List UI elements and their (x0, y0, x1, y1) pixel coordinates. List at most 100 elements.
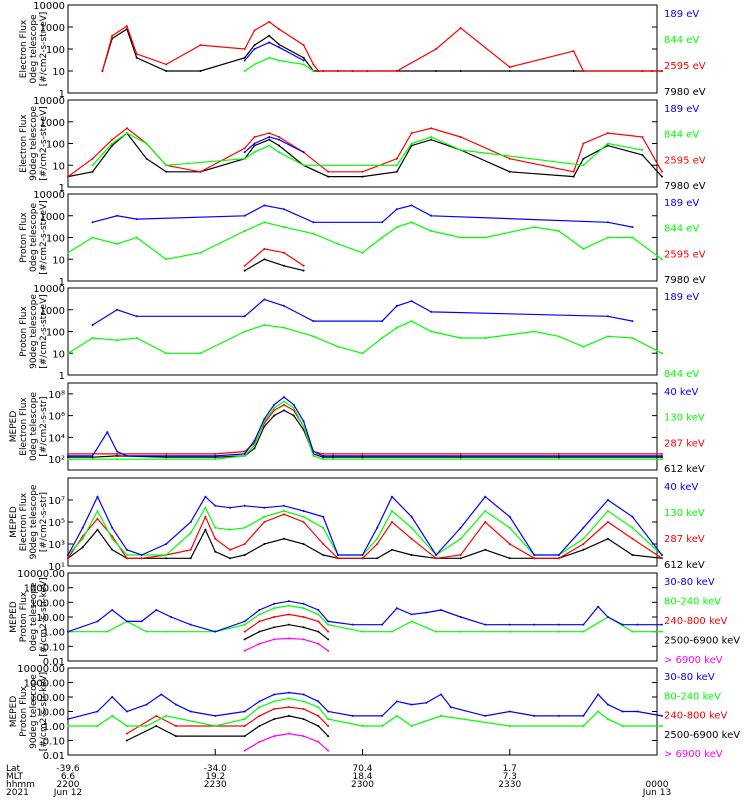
legend-entry: 189 eV (664, 292, 699, 303)
panel-3: 1 10 100 1000 10000 Proton Flux 0deg telescope… (19, 190, 706, 288)
data-point (317, 630, 320, 633)
data-point (67, 352, 69, 355)
data-point (631, 337, 634, 340)
data-point (459, 70, 462, 72)
y-axis-label: Electron Flux (19, 492, 29, 551)
data-point (381, 623, 384, 626)
series-line (244, 637, 329, 652)
data-point (125, 25, 128, 28)
data-point (390, 521, 393, 523)
data-point (67, 251, 69, 254)
data-point (327, 620, 330, 623)
y-tick-label: 0.01 (43, 751, 65, 762)
data-point (327, 710, 330, 713)
data-point (282, 208, 285, 211)
data-point (243, 649, 246, 652)
data-point (273, 718, 276, 721)
panel-frame (67, 382, 658, 471)
data-point (81, 526, 84, 529)
data-point (430, 138, 433, 141)
data-point (111, 548, 114, 551)
data-point (145, 725, 148, 727)
data-point (322, 452, 325, 455)
data-point (243, 725, 246, 727)
series-line (92, 204, 633, 228)
data-point (287, 604, 290, 607)
data-point (302, 602, 305, 605)
legend-entry: 240-800 keV (664, 616, 728, 627)
data-point (582, 623, 585, 626)
data-point (243, 452, 246, 455)
data-point (67, 718, 69, 721)
y-tick-label: 1 (59, 277, 65, 288)
data-point (376, 557, 379, 560)
data-point (322, 543, 325, 545)
data-point (116, 308, 119, 311)
data-point (135, 236, 138, 239)
data-point (243, 450, 246, 453)
data-point (606, 537, 609, 540)
y-axis-label: Electron Flux (19, 114, 29, 173)
data-point (302, 626, 305, 629)
data-point (557, 335, 560, 338)
data-point (189, 532, 192, 534)
x-tick-label: 18.4 (352, 772, 372, 782)
data-point (214, 452, 217, 455)
data-point (302, 59, 305, 62)
data-point (440, 609, 443, 612)
y-tick-label: 10⁵ (48, 518, 65, 529)
data-point (459, 149, 462, 152)
data-point (67, 454, 69, 457)
data-point (312, 221, 315, 224)
y-tick-label: 100 (46, 140, 65, 151)
data-point (322, 526, 325, 529)
legend-entry: 844 eV (664, 224, 699, 235)
data-point (273, 414, 276, 417)
legend-entry: 844 eV (664, 369, 699, 380)
x-tick-label: -39.6 (56, 764, 80, 774)
y-axis-label: Electron Flux (19, 19, 29, 78)
data-point (263, 298, 266, 301)
data-point (582, 157, 585, 160)
y-tick-label: 10⁴ (48, 433, 65, 444)
data-point (361, 175, 364, 178)
data-point (336, 243, 339, 246)
y-tick-label: 1000.00 (24, 679, 65, 690)
data-point (125, 725, 128, 727)
data-point (243, 454, 246, 457)
data-point (189, 548, 192, 551)
data-point (189, 521, 192, 523)
series-line (244, 613, 329, 633)
legend-entry: 2595 eV (664, 61, 706, 72)
y-tick-label: 10000 (33, 96, 65, 107)
data-point (557, 452, 560, 455)
x-tick-label: Jun 13 (642, 788, 671, 798)
data-point (317, 642, 320, 645)
data-point (278, 59, 281, 62)
data-point (425, 611, 428, 614)
y-tick-label: 10 (52, 67, 65, 78)
data-point (125, 548, 128, 551)
data-point (317, 706, 320, 709)
y-axis-label: 0deg telescope (29, 392, 39, 462)
x-tick-label: Jun 12 (53, 788, 82, 798)
data-point (199, 251, 202, 254)
legend-entry: 240-800 keV (664, 711, 728, 722)
data-point (258, 700, 261, 703)
series-line (244, 258, 304, 272)
data-point (410, 132, 413, 135)
data-point (459, 454, 462, 457)
data-point (312, 63, 315, 66)
data-point (258, 706, 261, 709)
data-point (165, 164, 168, 167)
data-point (282, 504, 285, 507)
data-point (410, 703, 413, 706)
data-point (660, 452, 663, 455)
legend-entry: > 6900 keV (664, 655, 723, 666)
y-tick-label: 10000 (33, 1, 65, 12)
data-point (91, 221, 94, 224)
data-point (258, 740, 261, 743)
data-point (327, 649, 330, 652)
data-point (174, 703, 177, 706)
data-point (228, 506, 231, 509)
